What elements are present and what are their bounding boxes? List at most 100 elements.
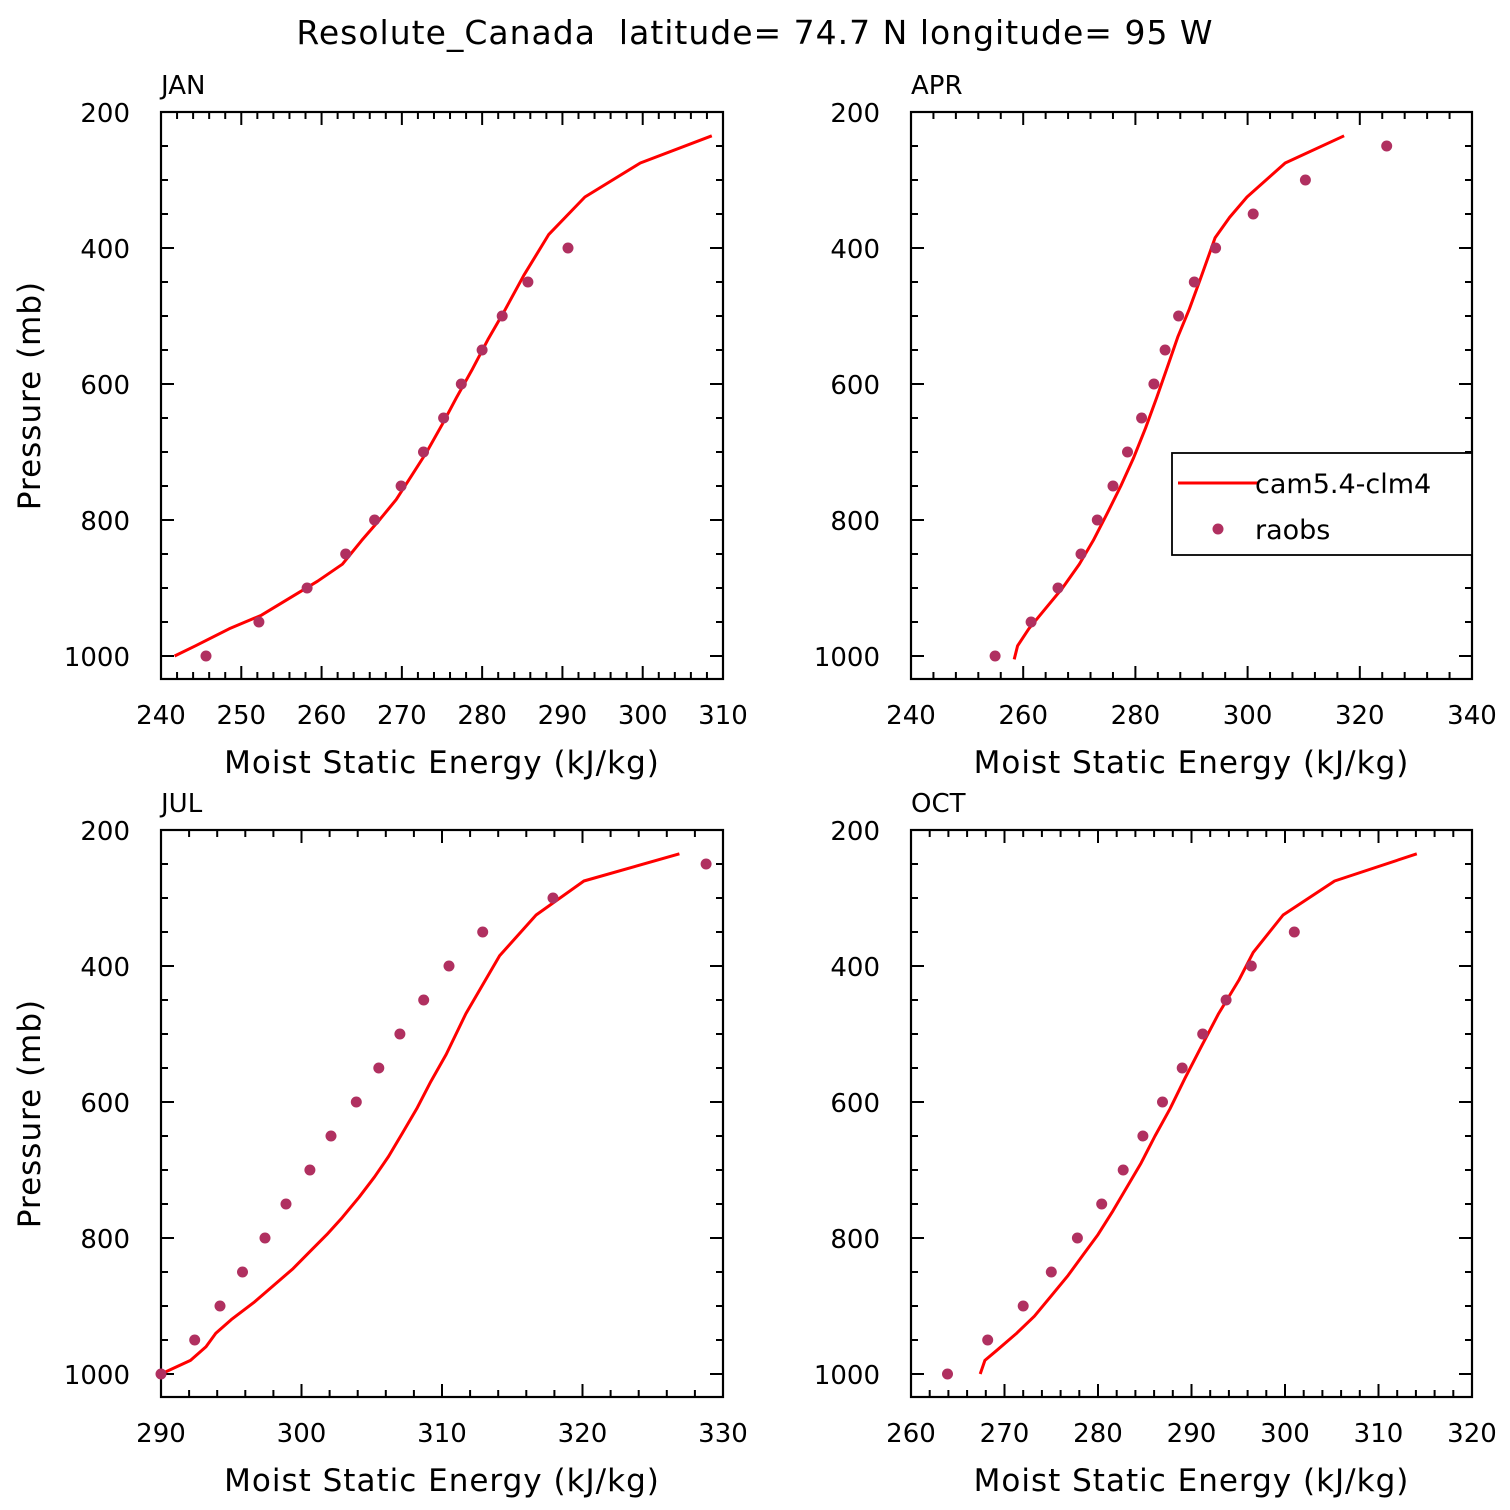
obs-point [1096,1198,1108,1210]
obs-point [1091,514,1103,526]
obs-point [214,1300,226,1312]
y-tick-label: 800 [80,1225,130,1255]
panel-oct: 260 270 280 290 300 310 320 200 400 600 800 1000 OCT… [814,789,1497,1499]
obs-point [1075,548,1087,560]
obs-point [350,1096,362,1108]
x-tick-label: 310 [1354,1419,1404,1449]
obs-point [369,514,381,526]
obs-point [418,994,430,1006]
obs-point [1188,276,1200,288]
obs-point [1245,960,1257,972]
obs-point [1176,1062,1188,1074]
x-tick-label: 280 [1073,1419,1123,1449]
model-line [1012,134,1345,660]
obs-point [200,650,212,662]
panel-label: JUL [159,789,203,819]
obs-point [496,310,508,322]
obs-point [1210,242,1222,254]
obs-point [942,1368,953,1380]
obs-point [1136,412,1148,424]
y-tick-label: 600 [80,1089,130,1119]
y-tick-label: 600 [830,371,880,401]
x-tick-label: 300 [277,1419,327,1449]
obs-point [394,1028,406,1040]
y-tick-label: 800 [830,1225,880,1255]
obs-point [1288,926,1300,938]
obs-point [1381,140,1393,152]
model-line [173,134,713,658]
obs-point [418,446,429,458]
x-axis-title: Moist Static Energy (kJ/kg) [224,1463,660,1499]
panel-jul: 290 300 310 320 330 200 400 600 800 1000 JUL Moist … [12,789,748,1499]
panel-apr: 240 260 280 300 320 340 200 400 600 800 1000 APR Moi… [814,71,1497,781]
x-tick-label: 240 [886,701,936,731]
obs-point [259,1232,271,1244]
y-tick-label: 400 [830,235,880,265]
x-tick-label: 340 [1447,701,1497,731]
obs-point [547,892,559,904]
obs-point [1137,1130,1149,1142]
obs-point [1299,174,1311,186]
y-tick-label: 1000 [814,643,880,673]
obs-point [395,480,407,492]
obs-point [438,412,450,424]
x-tick-label: 250 [216,701,266,731]
x-tick-label: 260 [297,701,347,731]
figure-title: Resolute_Canada latitude= 74.7 N longitu… [296,13,1213,52]
obs-point [1247,208,1259,220]
y-tick-label: 1000 [64,643,130,673]
obs-point [1052,582,1064,594]
legend-marker-swatch [1212,523,1224,535]
x-tick-label: 300 [618,701,668,731]
panel-label: APR [911,71,963,101]
obs-point [304,1164,316,1176]
x-axis-title: Moist Static Energy (kJ/kg) [974,1463,1410,1499]
obs-point [1148,378,1160,390]
model-line [160,852,680,1376]
x-tick-label: 290 [1167,1419,1217,1449]
legend-box [1171,452,1473,556]
legend: cam5.4-clm4 raobs [1171,452,1473,556]
y-tick-label: 400 [830,953,880,983]
obs-point [1071,1232,1083,1244]
plot-frame [909,828,1474,1399]
panel-jan: 240 250 260 270 280 290 300 310 200 400 600 800 1000… [12,71,748,781]
x-tick-label: 260 [886,1419,936,1449]
obs-point [301,582,313,594]
x-tick-label: 290 [538,701,588,731]
x-tick-label: 320 [558,1419,608,1449]
legend-label-obs: raobs [1255,515,1330,546]
x-tick-label: 300 [1260,1419,1310,1449]
x-tick-label: 310 [698,701,748,731]
y-tick-label: 200 [830,817,880,847]
obs-point [155,1368,167,1380]
obs-point [1107,480,1119,492]
obs-point [1045,1266,1057,1278]
x-tick-label: 240 [136,701,186,731]
obs-point [1025,616,1037,628]
y-tick-label: 800 [830,507,880,537]
obs-point [237,1266,248,1278]
obs-point [253,616,265,628]
obs-point [1220,994,1232,1006]
y-axis-title: Pressure (mb) [12,999,48,1228]
x-axis-title: Moist Static Energy (kJ/kg) [224,745,660,781]
obs-point [989,650,1001,662]
x-tick-label: 280 [457,701,507,731]
x-tick-label: 320 [1335,701,1385,731]
obs-point [280,1198,292,1210]
obs-point [982,1334,994,1346]
obs-point [455,378,467,390]
obs-point [1159,344,1171,356]
x-tick-label: 270 [377,701,427,731]
x-tick-label: 320 [1447,1419,1497,1449]
y-tick-label: 800 [80,507,130,537]
plot-frame [159,828,725,1399]
legend-label-model: cam5.4-clm4 [1255,469,1431,500]
panels: 240 250 260 270 280 290 300 310 200 400 600 800 1000… [12,71,1497,1499]
obs-point [1122,446,1133,458]
obs-point [522,276,534,288]
plot-frame [909,110,1474,681]
obs-point [1017,1300,1029,1312]
